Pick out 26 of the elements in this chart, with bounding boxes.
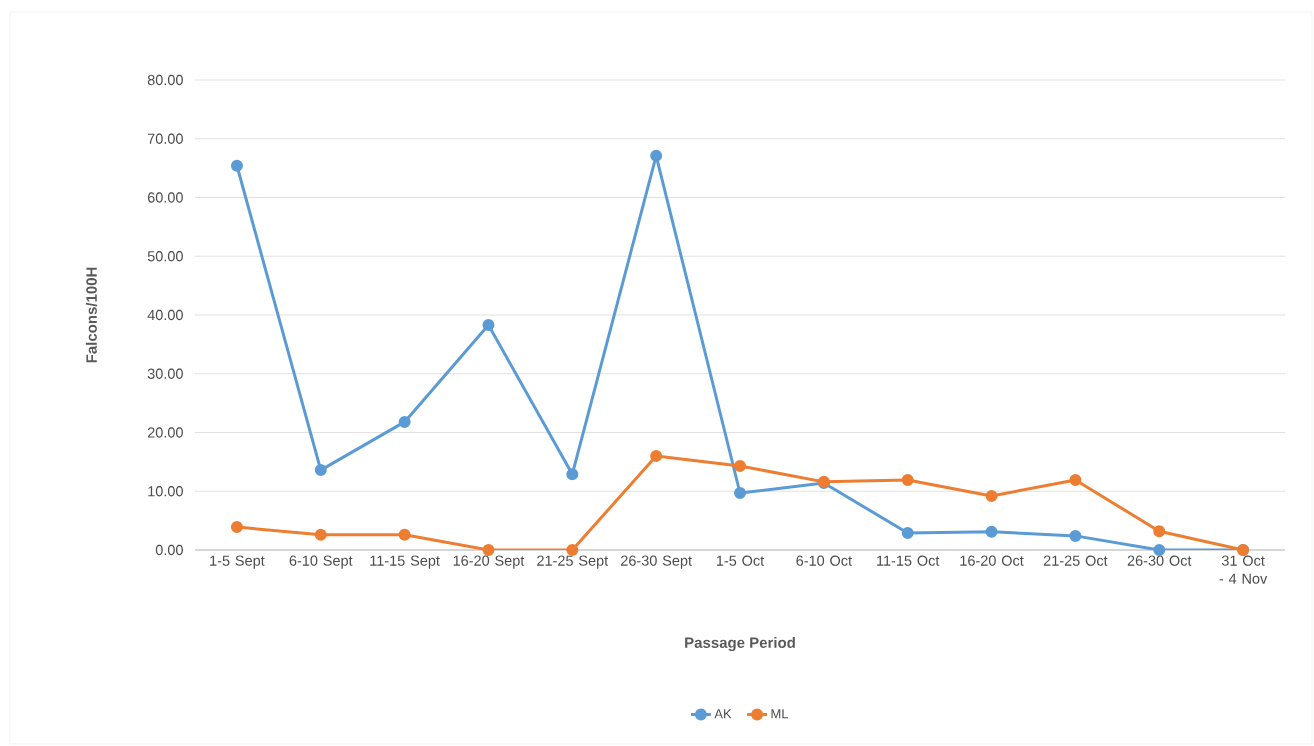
y-tick-label: 10.00 (148, 486, 183, 497)
x-tick-label: 26-30 Sept (621, 555, 692, 569)
y-tick-label: 20.00 (147, 427, 183, 438)
x-tick-label: 26-30 Oct (1127, 555, 1192, 566)
x-tick-label: 6-10 Oct (796, 555, 852, 566)
x-axis-title: Passage Period (685, 636, 795, 652)
y-tick-label: 0.00 (155, 544, 183, 556)
x-tick-label: 16-20 Oct (960, 555, 1024, 566)
x-tick-label: 11-15 Oct (877, 555, 940, 566)
x-tick-label: 21-25 Sept (537, 555, 609, 569)
x-tick-label: 31 Oct - 4 Nov (1219, 555, 1268, 584)
x-tick-label: 1-5 Sept (210, 555, 265, 569)
x-tick-label: 16-20 Sept (453, 555, 525, 569)
y-tick-label: 40.00 (147, 309, 183, 321)
y-axis-title: Falcons/100H (85, 267, 98, 363)
x-tick-label: 1-5 Oct (716, 555, 765, 566)
legend-label: ML (771, 709, 789, 719)
x-tick-label: 21-25 Oct (1043, 555, 1108, 566)
x-tick-label: 6-10 Sept (289, 555, 353, 569)
x-tick-label: 11-15 Sept (370, 555, 440, 569)
y-tick-label: 30.00 (147, 368, 183, 379)
y-tick-label: 80.00 (147, 74, 183, 86)
y-tick-label: 70.00 (147, 133, 183, 144)
y-tick-label: 50.00 (147, 251, 183, 262)
y-tick-label: 60.00 (147, 192, 183, 203)
legend-label: AK (714, 709, 732, 719)
